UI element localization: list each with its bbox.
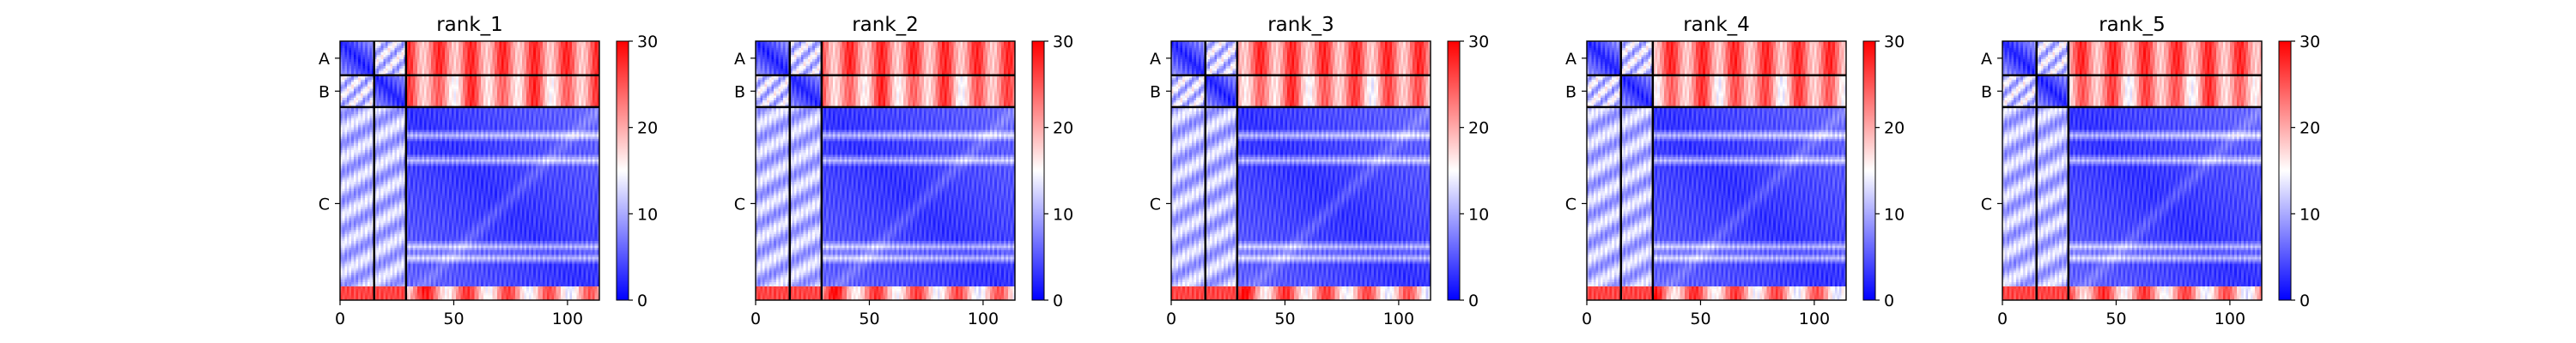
colorbar-tick-label: 10 bbox=[637, 205, 658, 224]
pae-panel-2: rank_2 AB C 0 50 100 0 10 20 30 bbox=[734, 14, 1073, 328]
chain-label-C: C bbox=[319, 195, 330, 214]
colorbar-tick-label: 30 bbox=[1884, 33, 1905, 51]
x-tick-label: 50 bbox=[2105, 310, 2126, 328]
pae-panel-5: rank_5 AB C 0 50 100 0 10 20 30 bbox=[1981, 14, 2320, 328]
colorbar bbox=[2278, 40, 2292, 301]
x-tick-label: 50 bbox=[859, 310, 879, 328]
chain-label-A: A bbox=[1565, 50, 1577, 69]
plot-frame bbox=[1586, 40, 1847, 301]
colorbar-tick-label: 30 bbox=[1053, 33, 1073, 51]
chain-label-B: B bbox=[1565, 82, 1577, 101]
x-tick-label: 0 bbox=[335, 310, 345, 328]
colorbar-tick-label: 10 bbox=[2300, 205, 2320, 224]
panel-title: rank_4 bbox=[1683, 14, 1750, 36]
x-tick-label: 0 bbox=[750, 310, 761, 328]
colorbar-tick-label: 10 bbox=[1053, 205, 1073, 224]
x-tick-label: 100 bbox=[1799, 310, 1830, 328]
chain-label-B: B bbox=[1150, 82, 1161, 101]
colorbar-tick-label: 20 bbox=[1468, 119, 1489, 138]
x-tick-label: 0 bbox=[1582, 310, 1592, 328]
colorbar-tick-label: 0 bbox=[1884, 292, 1894, 310]
x-tick-label: 0 bbox=[1166, 310, 1176, 328]
colorbar bbox=[616, 40, 629, 301]
chain-label-B: B bbox=[734, 82, 745, 101]
plot-frame bbox=[2002, 40, 2263, 301]
colorbar-tick-label: 20 bbox=[2300, 119, 2320, 138]
colorbar-tick-label: 10 bbox=[1884, 205, 1905, 224]
chain-label-C: C bbox=[1150, 195, 1161, 214]
pae-panel-1: rank_1 AB C 0 50 100 0 10 20 30 bbox=[319, 14, 658, 328]
colorbar-tick-label: 20 bbox=[1884, 119, 1905, 138]
x-tick-label: 50 bbox=[443, 310, 464, 328]
plot-frame bbox=[755, 40, 1016, 301]
colorbar-tick-label: 30 bbox=[1468, 33, 1489, 51]
colorbar-tick-label: 0 bbox=[2300, 292, 2310, 310]
chain-label-B: B bbox=[1981, 82, 1992, 101]
pae-heatmap bbox=[756, 41, 1015, 300]
chain-label-B: B bbox=[319, 82, 330, 101]
x-tick-label: 100 bbox=[552, 310, 583, 328]
colorbar-tick-label: 20 bbox=[1053, 119, 1073, 138]
x-tick-label: 50 bbox=[1274, 310, 1295, 328]
chain-label-C: C bbox=[734, 195, 745, 214]
pae-heatmap bbox=[1587, 41, 1846, 300]
colorbar-tick-label: 10 bbox=[1468, 205, 1489, 224]
colorbar bbox=[1862, 40, 1876, 301]
chain-label-C: C bbox=[1981, 195, 1992, 214]
pae-heatmap bbox=[2002, 41, 2262, 300]
colorbar-tick-label: 0 bbox=[1053, 292, 1063, 310]
chain-label-A: A bbox=[734, 50, 745, 69]
x-tick-label: 100 bbox=[2215, 310, 2245, 328]
pae-panel-3: rank_3 AB C 0 50 100 0 10 20 30 bbox=[1150, 14, 1489, 328]
colorbar-tick-label: 0 bbox=[637, 292, 647, 310]
pae-heatmap bbox=[340, 41, 599, 300]
x-tick-label: 0 bbox=[1997, 310, 2008, 328]
x-tick-label: 100 bbox=[1383, 310, 1414, 328]
colorbar bbox=[1447, 40, 1461, 301]
x-tick-label: 50 bbox=[1690, 310, 1710, 328]
colorbar-tick-label: 30 bbox=[637, 33, 658, 51]
plot-frame bbox=[339, 40, 600, 301]
colorbar-tick-label: 20 bbox=[637, 119, 658, 138]
chain-label-A: A bbox=[319, 50, 330, 69]
panel-title: rank_3 bbox=[1267, 14, 1334, 36]
colorbar-tick-label: 30 bbox=[2300, 33, 2320, 51]
panel-title: rank_5 bbox=[2099, 14, 2166, 36]
plot-frame bbox=[1170, 40, 1431, 301]
chain-label-A: A bbox=[1150, 50, 1161, 69]
chain-label-C: C bbox=[1565, 195, 1577, 214]
chain-label-A: A bbox=[1981, 50, 1992, 69]
panel-title: rank_1 bbox=[436, 14, 503, 36]
pae-heatmap bbox=[1171, 41, 1431, 300]
pae-panel-4: rank_4 AB C 0 50 100 0 10 20 30 bbox=[1565, 14, 1905, 328]
colorbar-tick-label: 0 bbox=[1468, 292, 1479, 310]
panel-title: rank_2 bbox=[852, 14, 919, 36]
colorbar bbox=[1031, 40, 1045, 301]
x-tick-label: 100 bbox=[968, 310, 999, 328]
